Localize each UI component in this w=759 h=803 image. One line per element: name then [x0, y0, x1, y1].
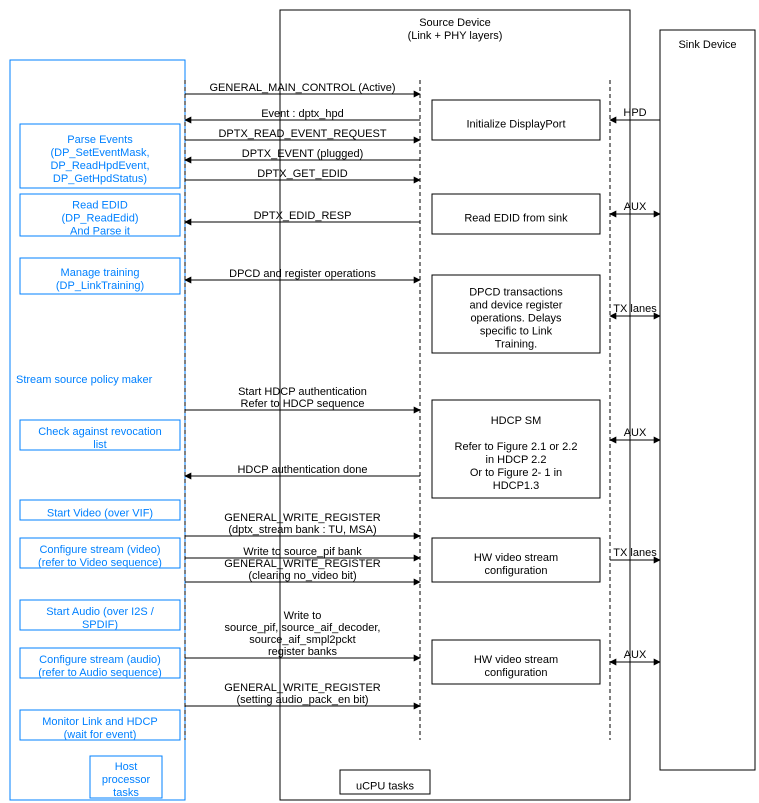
message-label: Refer to HDCP sequence — [241, 398, 365, 410]
message-label: HDCP authentication done — [237, 464, 367, 476]
svg-text:Manage training: Manage training — [61, 267, 140, 279]
message-label: (setting audio_pack_en bit) — [236, 694, 368, 706]
svg-text:in HDCP 2.2: in HDCP 2.2 — [486, 454, 547, 466]
message-label: source_pif, source_aif_decoder, — [225, 622, 381, 634]
svg-text:operations. Delays: operations. Delays — [470, 313, 562, 325]
svg-text:Start Audio (over I2S /: Start Audio (over I2S / — [46, 606, 155, 618]
message-label: DPTX_EVENT (plugged) — [242, 148, 363, 160]
svg-text:Monitor Link and HDCP: Monitor Link and HDCP — [42, 716, 158, 728]
svg-text:tasks: tasks — [113, 787, 139, 799]
svg-text:Start Video (over VIF): Start Video (over VIF) — [47, 508, 153, 520]
svg-text:configuration: configuration — [485, 667, 548, 679]
svg-text:(wait for event): (wait for event) — [64, 729, 137, 741]
svg-text:Check against revocation: Check against revocation — [38, 426, 162, 438]
message-label: AUX — [624, 649, 647, 661]
svg-text:specific to Link: specific to Link — [480, 326, 553, 338]
message-label: GENERAL_WRITE_REGISTER — [224, 682, 381, 694]
message-label: Start HDCP authentication — [238, 386, 367, 398]
message-label: AUX — [624, 427, 647, 439]
message-label: Event : dptx_hpd — [261, 108, 344, 120]
svg-text:Stream source policy maker: Stream source policy maker — [16, 374, 153, 386]
message-label: GENERAL_WRITE_REGISTER — [224, 558, 381, 570]
svg-text:(DP_SetEventMask,: (DP_SetEventMask, — [50, 147, 149, 159]
svg-text:Sink Device: Sink Device — [678, 39, 736, 51]
svg-text:DP_ReadHpdEvent,: DP_ReadHpdEvent, — [50, 160, 149, 172]
message-label: (clearing no_video bit) — [248, 570, 356, 582]
svg-text:DPCD transactions: DPCD transactions — [469, 287, 563, 299]
message-label: GENERAL_WRITE_REGISTER — [224, 512, 381, 524]
svg-text:Configure stream (video): Configure stream (video) — [39, 544, 160, 556]
svg-text:Training.: Training. — [495, 339, 537, 351]
svg-text:Parse Events: Parse Events — [67, 134, 133, 146]
message-label: source_aif_smpl2pckt — [249, 634, 355, 646]
svg-text:list: list — [93, 439, 106, 451]
svg-text:Source Device: Source Device — [419, 17, 491, 29]
message-label: AUX — [624, 201, 647, 213]
svg-text:and device register: and device register — [470, 300, 563, 312]
message-label: TX lanes — [613, 547, 657, 559]
svg-text:configuration: configuration — [485, 565, 548, 577]
svg-text:Host: Host — [115, 761, 138, 773]
svg-text:HW video stream: HW video stream — [474, 552, 558, 564]
svg-text:(refer to Audio sequence): (refer to Audio sequence) — [38, 667, 162, 679]
svg-text:processor: processor — [102, 774, 151, 786]
svg-text:Initialize DisplayPort: Initialize DisplayPort — [466, 119, 565, 131]
svg-text:uCPU tasks: uCPU tasks — [356, 781, 415, 793]
message-label: TX lanes — [613, 303, 657, 315]
svg-text:Configure stream (audio): Configure stream (audio) — [39, 654, 161, 666]
svg-text:HW video stream: HW video stream — [474, 654, 558, 666]
svg-text:SPDIF): SPDIF) — [82, 619, 118, 631]
sink-device-frame — [660, 30, 755, 770]
svg-text:Read EDID from sink: Read EDID from sink — [464, 213, 568, 225]
svg-text:(DP_ReadEdid): (DP_ReadEdid) — [61, 213, 138, 225]
message-label: GENERAL_MAIN_CONTROL (Active) — [209, 82, 395, 94]
message-label: DPTX_EDID_RESP — [254, 210, 352, 222]
message-label: Write to — [284, 610, 322, 622]
message-label: DPCD and register operations — [229, 268, 376, 280]
svg-text:Read EDID: Read EDID — [72, 200, 128, 212]
svg-text:HDCP SM: HDCP SM — [491, 415, 542, 427]
svg-text:(Link + PHY layers): (Link + PHY layers) — [408, 30, 503, 42]
message-label: DPTX_READ_EVENT_REQUEST — [218, 128, 386, 140]
svg-text:(refer to Video sequence): (refer to Video sequence) — [38, 557, 162, 569]
svg-text:(DP_LinkTraining): (DP_LinkTraining) — [56, 280, 144, 292]
message-label: (dptx_stream bank : TU, MSA) — [228, 524, 376, 536]
svg-text:Or to Figure 2- 1 in: Or to Figure 2- 1 in — [470, 467, 562, 479]
svg-text:And Parse it: And Parse it — [70, 226, 130, 238]
svg-text:DP_GetHpdStatus): DP_GetHpdStatus) — [53, 173, 147, 185]
message-label: HPD — [623, 107, 646, 119]
message-label: DPTX_GET_EDID — [257, 168, 348, 180]
svg-text:Refer to Figure 2.1 or 2.2: Refer to Figure 2.1 or 2.2 — [455, 441, 578, 453]
message-label: Write to source_pif bank — [243, 546, 362, 558]
svg-text:HDCP1.3: HDCP1.3 — [493, 480, 539, 492]
message-label: register banks — [268, 646, 338, 658]
